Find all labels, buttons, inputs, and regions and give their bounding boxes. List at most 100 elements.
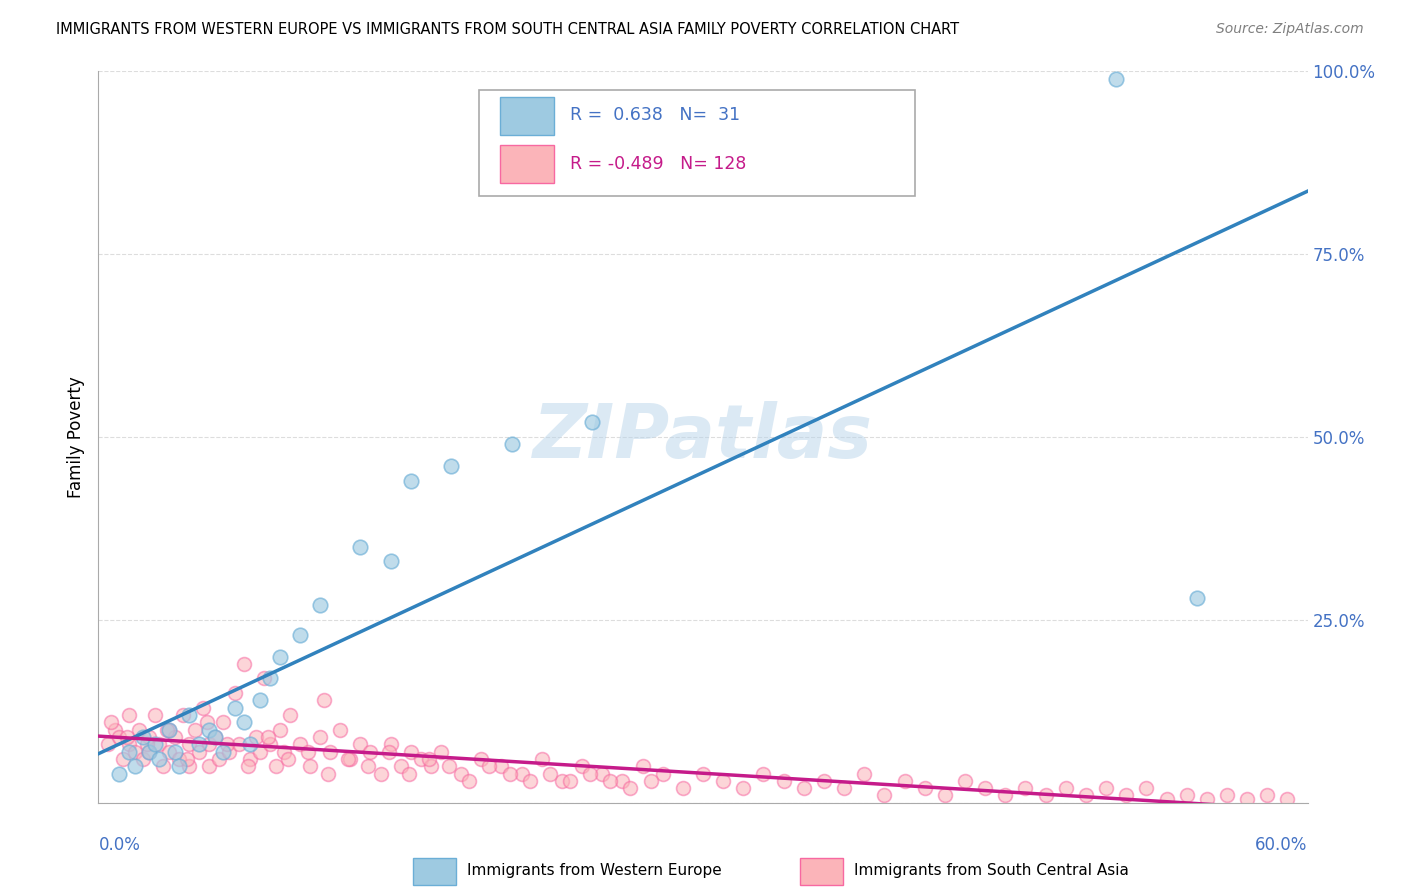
Point xyxy=(228,737,250,751)
Point xyxy=(440,459,463,474)
Point xyxy=(579,766,602,780)
Point xyxy=(224,700,246,714)
Point xyxy=(188,737,211,751)
Point xyxy=(143,708,166,723)
Point xyxy=(288,737,311,751)
Point xyxy=(176,752,198,766)
Point xyxy=(752,766,775,780)
Point xyxy=(264,759,287,773)
Text: ZIPatlas: ZIPatlas xyxy=(533,401,873,474)
Point xyxy=(299,759,322,773)
Point xyxy=(994,789,1017,803)
Point xyxy=(430,745,453,759)
Point xyxy=(204,730,226,744)
Point xyxy=(239,737,262,751)
Point xyxy=(138,745,160,759)
Point xyxy=(309,730,332,744)
Point xyxy=(530,752,553,766)
Point xyxy=(418,752,440,766)
Point xyxy=(256,730,278,744)
Point xyxy=(239,752,262,766)
Point xyxy=(631,759,654,773)
Point xyxy=(118,737,141,751)
Point xyxy=(510,766,533,780)
Bar xyxy=(800,858,844,886)
Point xyxy=(157,723,180,737)
Point xyxy=(1195,792,1218,806)
Point xyxy=(519,773,541,788)
Point xyxy=(156,723,179,737)
Point xyxy=(672,781,695,796)
Point xyxy=(1035,789,1057,803)
Point xyxy=(212,745,235,759)
Point xyxy=(581,416,603,430)
Text: 60.0%: 60.0% xyxy=(1256,836,1308,854)
Point xyxy=(450,766,472,780)
Point xyxy=(619,781,641,796)
Point xyxy=(914,781,936,796)
Point xyxy=(571,759,593,773)
Point xyxy=(163,745,186,759)
Point xyxy=(399,474,422,488)
Point xyxy=(813,773,835,788)
Point xyxy=(370,766,392,780)
Point xyxy=(179,708,201,723)
Point xyxy=(329,723,352,737)
Point xyxy=(128,723,150,737)
Point xyxy=(538,766,561,780)
Point xyxy=(420,759,443,773)
Point xyxy=(193,700,215,714)
Point xyxy=(143,737,166,751)
Point xyxy=(772,773,794,788)
Point xyxy=(893,773,915,788)
Point xyxy=(212,715,235,730)
Point xyxy=(1256,789,1278,803)
Point xyxy=(157,745,180,759)
Point xyxy=(167,752,190,766)
Point xyxy=(651,766,673,780)
Point xyxy=(873,789,896,803)
Point xyxy=(198,759,221,773)
Point xyxy=(253,672,276,686)
Point xyxy=(934,789,956,803)
Point xyxy=(273,745,295,759)
Point xyxy=(259,672,281,686)
Point xyxy=(339,752,361,766)
Point xyxy=(599,773,621,788)
Point xyxy=(218,745,240,759)
Point xyxy=(269,723,291,737)
Point xyxy=(389,759,412,773)
Point xyxy=(309,599,332,613)
Point xyxy=(118,708,141,723)
Point xyxy=(124,759,146,773)
Point xyxy=(733,781,755,796)
Point xyxy=(198,723,221,737)
Point xyxy=(1236,792,1258,806)
Point xyxy=(953,773,976,788)
Point xyxy=(167,759,190,773)
Point xyxy=(498,766,520,780)
Point xyxy=(377,745,399,759)
Point xyxy=(132,730,155,744)
Bar xyxy=(413,858,457,886)
Point xyxy=(314,693,336,707)
Point xyxy=(832,781,855,796)
Point xyxy=(245,730,267,744)
Point xyxy=(711,773,734,788)
Point xyxy=(97,737,120,751)
Point xyxy=(184,723,207,737)
Point xyxy=(316,766,339,780)
Point xyxy=(1115,789,1137,803)
Point xyxy=(793,781,815,796)
Point xyxy=(118,745,141,759)
Point xyxy=(349,540,371,554)
Text: Source: ZipAtlas.com: Source: ZipAtlas.com xyxy=(1216,22,1364,37)
FancyBboxPatch shape xyxy=(479,90,915,195)
Point xyxy=(236,759,259,773)
Point xyxy=(501,437,523,451)
Point xyxy=(470,752,492,766)
Point xyxy=(232,657,254,671)
Point xyxy=(132,752,155,766)
Point xyxy=(319,745,342,759)
Text: R =  0.638   N=  31: R = 0.638 N= 31 xyxy=(569,106,740,124)
